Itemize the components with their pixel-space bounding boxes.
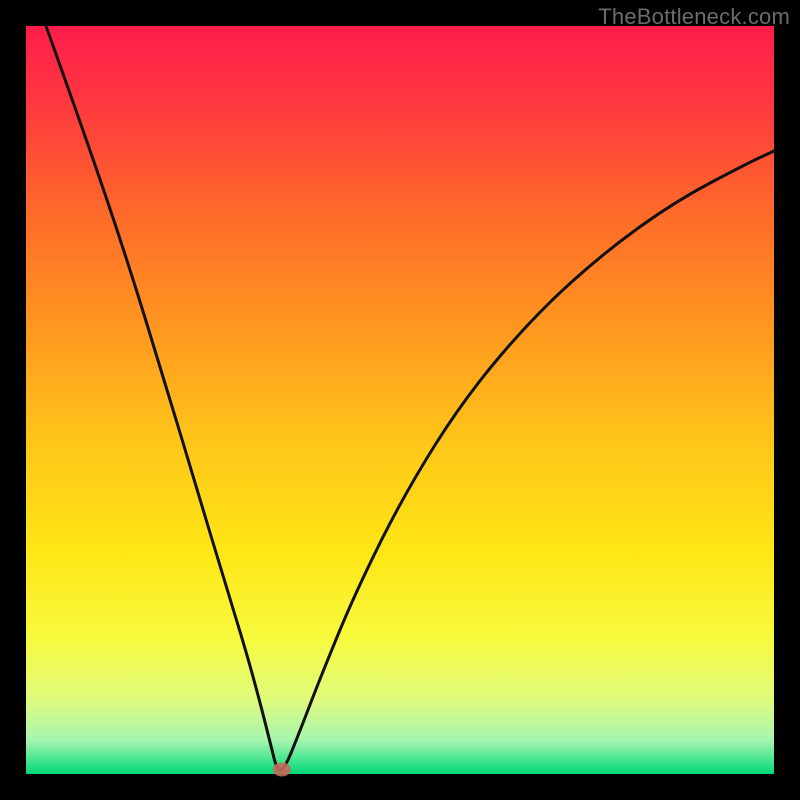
bottleneck-chart <box>0 0 800 800</box>
sweet-spot-marker <box>273 763 291 777</box>
gradient-background <box>26 26 774 774</box>
watermark-text: TheBottleneck.com <box>598 4 790 30</box>
chart-container: TheBottleneck.com <box>0 0 800 800</box>
